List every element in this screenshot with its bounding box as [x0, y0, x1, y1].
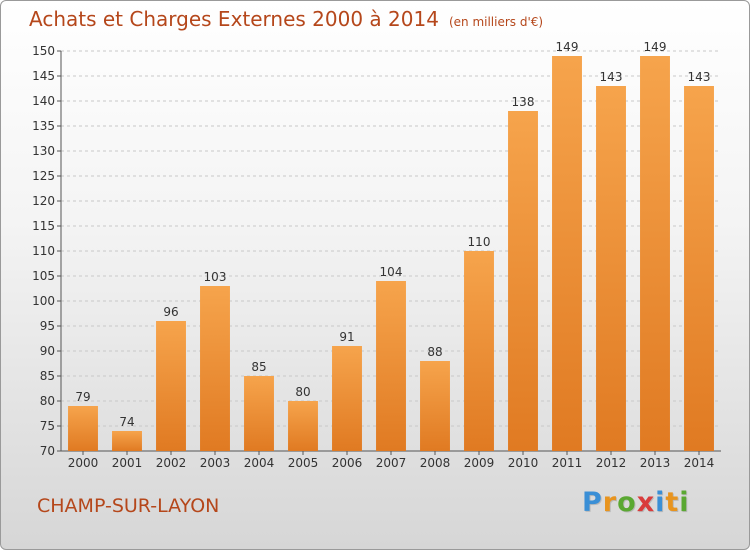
y-tick-label: 85 — [40, 369, 55, 383]
bar — [552, 56, 582, 451]
y-tick-label: 125 — [32, 169, 55, 183]
y-tick-label: 120 — [32, 194, 55, 208]
bar — [684, 86, 714, 451]
y-tick-label: 105 — [32, 269, 55, 283]
logo-letter: o — [617, 487, 637, 518]
x-tick-label: 2012 — [596, 456, 627, 470]
x-tick-label: 2008 — [420, 456, 451, 470]
y-tick-label: 100 — [32, 294, 55, 308]
x-tick-label: 2003 — [200, 456, 231, 470]
data-label: 88 — [427, 345, 442, 359]
y-tick-label: 70 — [40, 444, 55, 458]
data-label: 103 — [204, 270, 227, 284]
y-tick-label: 95 — [40, 319, 55, 333]
proxiti-logo: Proxiti — [582, 487, 690, 518]
data-label: 143 — [600, 70, 623, 84]
y-tick-label: 145 — [32, 69, 55, 83]
x-tick-label: 2009 — [464, 456, 495, 470]
data-label: 85 — [251, 360, 266, 374]
data-label: 104 — [380, 265, 403, 279]
logo-letter: i — [679, 487, 690, 518]
y-tick-label: 115 — [32, 219, 55, 233]
bar — [596, 86, 626, 451]
chart-title: Achats et Charges Externes 2000 à 2014 — [29, 7, 439, 31]
logo-letter: i — [655, 487, 666, 518]
bar — [200, 286, 230, 451]
data-label: 74 — [119, 415, 134, 429]
data-label: 110 — [468, 235, 491, 249]
y-tick-label: 75 — [40, 419, 55, 433]
chart-title-block: Achats et Charges Externes 2000 à 2014 (e… — [29, 7, 543, 31]
data-label: 149 — [556, 40, 579, 54]
y-tick-label: 150 — [32, 44, 55, 58]
bar — [68, 406, 98, 451]
x-tick-label: 2006 — [332, 456, 363, 470]
logo-letter: P — [582, 487, 603, 518]
bar — [288, 401, 318, 451]
y-tick-label: 140 — [32, 94, 55, 108]
bar — [332, 346, 362, 451]
y-tick-label: 130 — [32, 144, 55, 158]
bar — [244, 376, 274, 451]
location-name: CHAMP-SUR-LAYON — [37, 495, 220, 517]
data-label: 79 — [75, 390, 90, 404]
data-label: 80 — [295, 385, 310, 399]
data-label: 138 — [512, 95, 535, 109]
x-tick-label: 2013 — [640, 456, 671, 470]
chart-subtitle: (en milliers d'€) — [448, 15, 544, 29]
x-tick-label: 2002 — [156, 456, 187, 470]
y-tick-label: 135 — [32, 119, 55, 133]
data-label: 91 — [339, 330, 354, 344]
bar — [420, 361, 450, 451]
bar — [376, 281, 406, 451]
x-tick-label: 2001 — [112, 456, 143, 470]
bar — [156, 321, 186, 451]
x-tick-label: 2011 — [552, 456, 583, 470]
x-tick-label: 2005 — [288, 456, 319, 470]
x-tick-label: 2007 — [376, 456, 407, 470]
y-tick-label: 110 — [32, 244, 55, 258]
x-tick-label: 2014 — [684, 456, 715, 470]
bar — [464, 251, 494, 451]
x-tick-label: 2010 — [508, 456, 539, 470]
logo-letter: t — [665, 487, 680, 518]
bar — [112, 431, 142, 451]
x-tick-label: 2004 — [244, 456, 275, 470]
data-label: 96 — [163, 305, 178, 319]
logo-letter: x — [636, 487, 656, 518]
bar — [640, 56, 670, 451]
data-label: 143 — [688, 70, 711, 84]
y-tick-label: 80 — [40, 394, 55, 408]
y-tick-label: 90 — [40, 344, 55, 358]
data-label: 149 — [644, 40, 667, 54]
logo-letter: r — [602, 487, 618, 518]
x-tick-label: 2000 — [68, 456, 99, 470]
bar — [508, 111, 538, 451]
